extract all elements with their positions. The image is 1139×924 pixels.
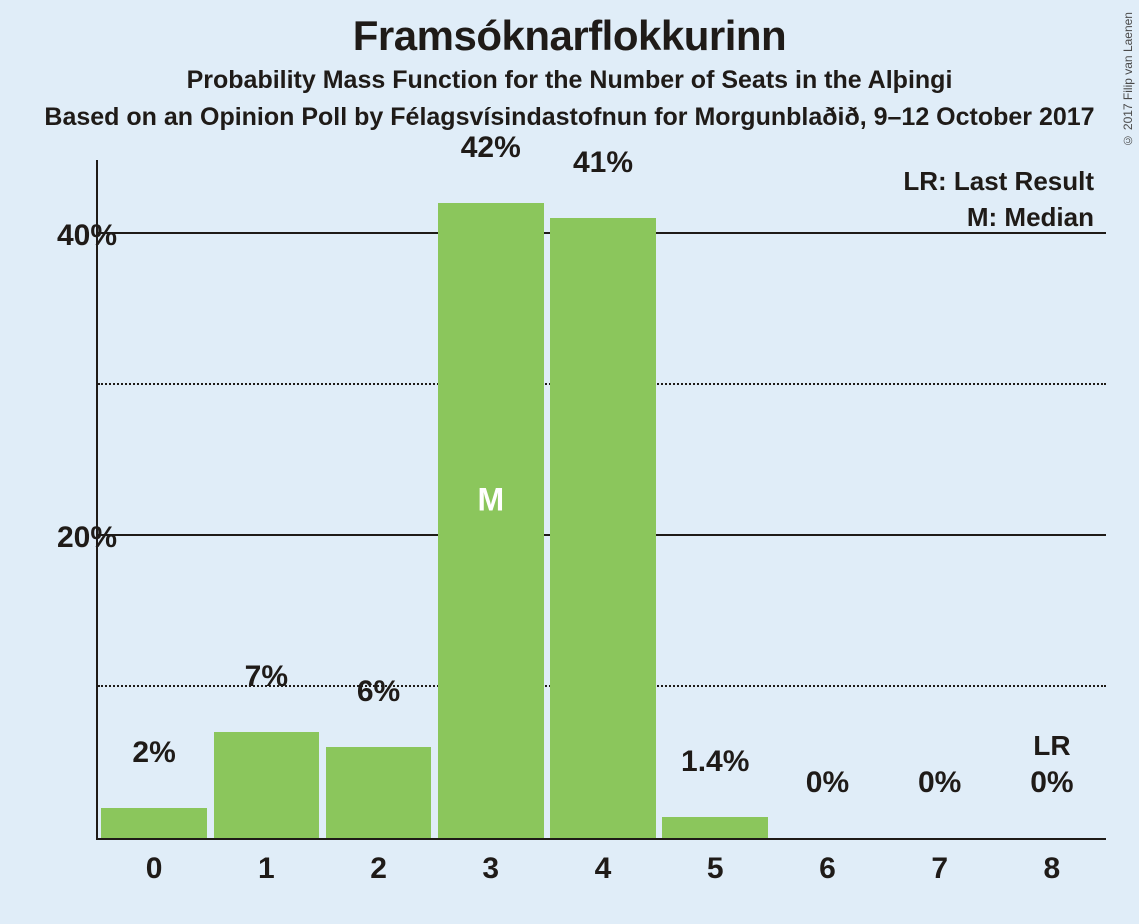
bar-value-label: 0% (918, 766, 961, 800)
x-axis-tick: 2 (370, 852, 387, 886)
bar (326, 747, 431, 838)
x-axis-tick: 0 (146, 852, 163, 886)
copyright-text: © 2017 Filip van Laenen (1121, 12, 1135, 147)
x-axis-tick: 3 (482, 852, 499, 886)
bar (101, 808, 206, 838)
y-axis-tick: 20% (57, 521, 117, 555)
chart-title: Framsóknarflokkurinn (0, 12, 1139, 60)
bar (550, 218, 655, 838)
bar-value-label: 0% (1030, 766, 1073, 800)
x-axis-tick: 6 (819, 852, 836, 886)
title-block: Framsóknarflokkurinn Probability Mass Fu… (0, 12, 1139, 132)
x-axis-tick: 5 (707, 852, 724, 886)
legend-lr: LR: Last Result (903, 166, 1094, 197)
bar-value-label: 7% (245, 660, 288, 694)
lr-mark: LR (1033, 730, 1070, 762)
bar (214, 732, 319, 838)
chart-canvas: Framsóknarflokkurinn Probability Mass Fu… (0, 0, 1139, 924)
bar-value-label: 2% (132, 736, 175, 770)
bar-value-label: 41% (573, 146, 633, 180)
y-axis-tick: 40% (57, 219, 117, 253)
bar-value-label: 1.4% (681, 745, 749, 779)
bar-value-label: 0% (806, 766, 849, 800)
chart-subtitle-2: Based on an Opinion Poll by Félagsvísind… (0, 103, 1139, 132)
x-axis-tick: 4 (595, 852, 612, 886)
bar (662, 817, 767, 838)
bar-value-label: 6% (357, 675, 400, 709)
legend-m: M: Median (967, 202, 1094, 233)
median-mark: M (477, 481, 504, 518)
bar (438, 203, 543, 838)
x-axis-tick: 7 (931, 852, 948, 886)
chart-subtitle-1: Probability Mass Function for the Number… (0, 66, 1139, 95)
plot-area: LR: Last Result M: Median 2%07%16%242%M3… (96, 160, 1106, 840)
x-axis-tick: 1 (258, 852, 275, 886)
x-axis-tick: 8 (1044, 852, 1061, 886)
bar-value-label: 42% (461, 131, 521, 165)
